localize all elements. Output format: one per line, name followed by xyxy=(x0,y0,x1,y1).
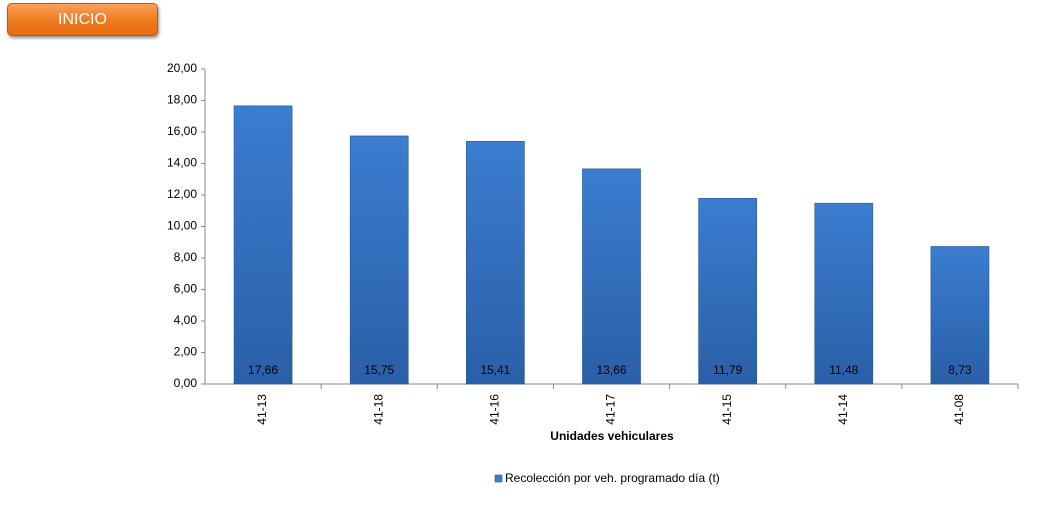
x-tick-label: 41-18 xyxy=(371,394,385,425)
bar xyxy=(814,202,874,385)
y-tick-label: 16,00 xyxy=(167,124,197,138)
x-tick-label: 41-13 xyxy=(255,394,269,425)
data-label: 11,79 xyxy=(713,363,742,377)
inicio-button[interactable]: INICIO xyxy=(7,3,158,36)
data-label: 11,48 xyxy=(829,363,858,377)
y-tick-label: 20,00 xyxy=(167,61,197,75)
bar xyxy=(582,168,641,385)
y-tick-label: 10,00 xyxy=(167,219,197,233)
x-axis-title: Unidades vehiculares xyxy=(550,429,674,443)
x-tick-label: 41-15 xyxy=(720,394,734,425)
legend-label: Recolección por veh. programado día (t) xyxy=(505,471,720,485)
x-tick-label: 41-08 xyxy=(952,394,966,425)
data-label: 13,66 xyxy=(596,363,626,377)
bar xyxy=(930,246,990,385)
y-tick-label: 8,00 xyxy=(174,250,198,264)
y-tick-label: 2,00 xyxy=(174,345,198,359)
data-label: 8,73 xyxy=(948,363,972,377)
x-tick-label: 41-16 xyxy=(488,394,502,425)
data-label: 15,75 xyxy=(364,363,394,377)
data-label: 15,41 xyxy=(480,363,510,377)
data-label: 17,66 xyxy=(248,363,278,377)
y-tick-label: 12,00 xyxy=(167,187,197,201)
bar xyxy=(466,140,525,385)
y-tick-label: 18,00 xyxy=(167,93,197,107)
y-tick-label: 0,00 xyxy=(174,376,198,390)
y-tick-label: 14,00 xyxy=(167,156,197,170)
y-tick-label: 4,00 xyxy=(174,313,198,327)
bar xyxy=(698,198,757,385)
x-tick-label: 41-14 xyxy=(836,394,850,425)
bar xyxy=(349,135,409,385)
y-tick-label: 6,00 xyxy=(174,282,198,296)
x-tick-label: 41-17 xyxy=(604,394,618,425)
bar xyxy=(233,105,293,385)
legend-swatch xyxy=(494,474,503,483)
